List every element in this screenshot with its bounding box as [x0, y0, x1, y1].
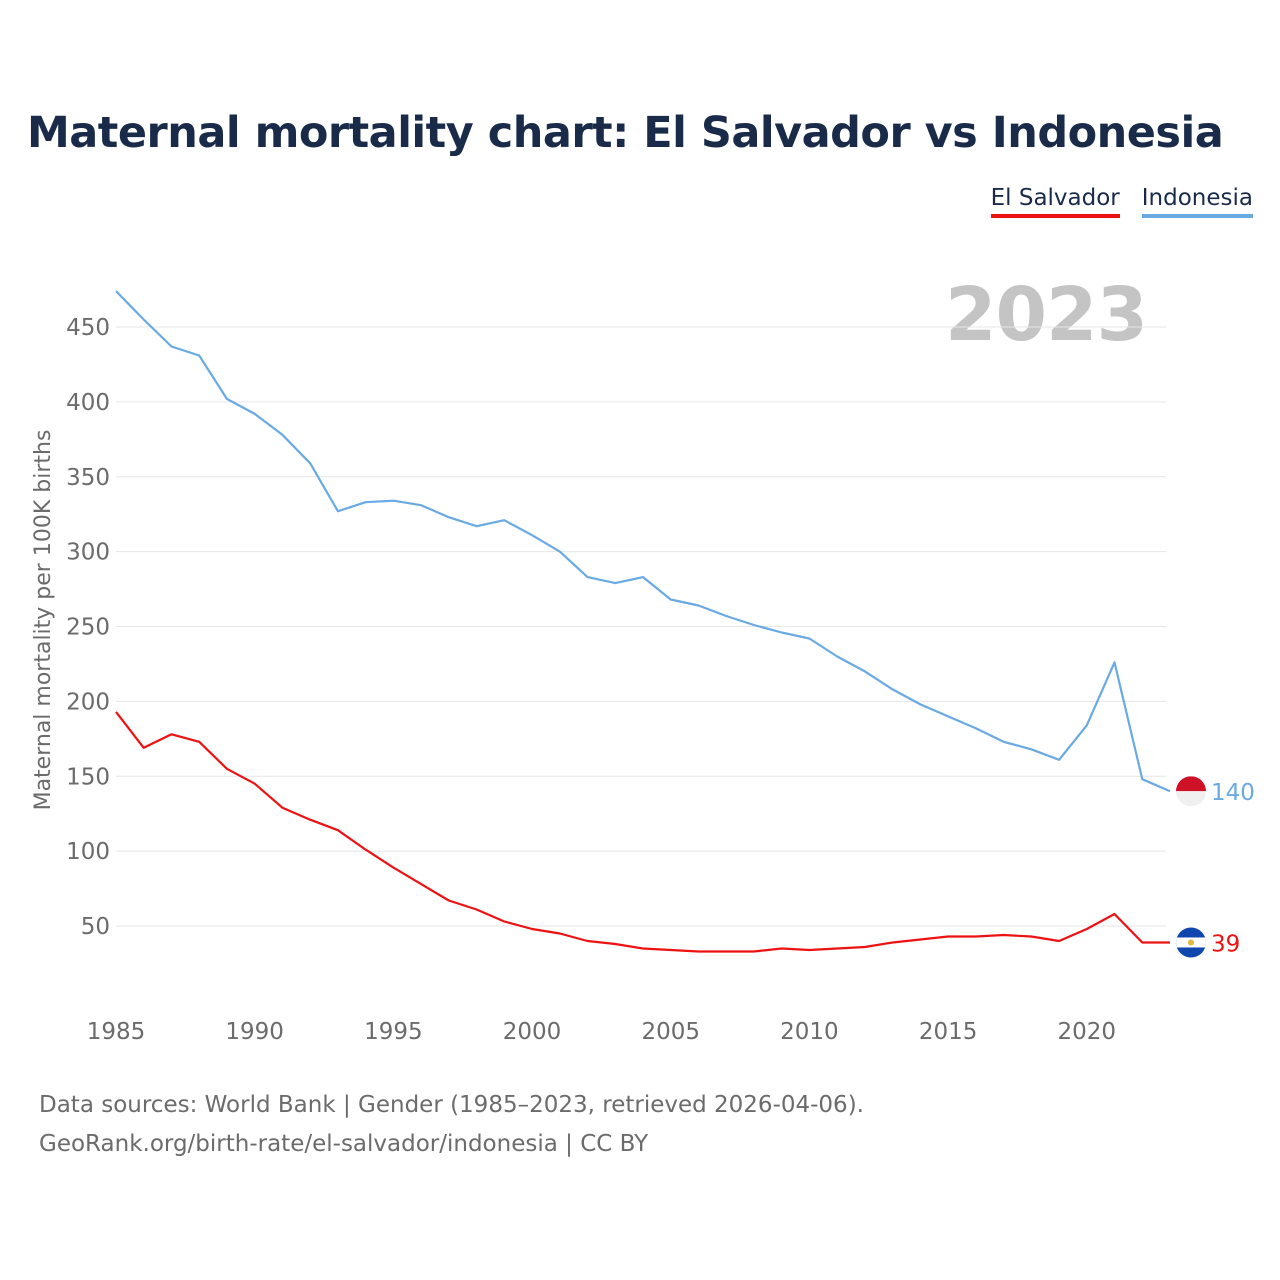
series-line-el-salvador[interactable]	[115, 711, 1170, 953]
el-salvador-flag-icon	[1176, 927, 1206, 958]
end-value-label: 140	[1211, 780, 1255, 806]
series-end-markers: 39 140	[1176, 776, 1255, 958]
legend: El Salvador Indonesia	[990, 184, 1253, 218]
chart-title: Maternal mortality chart: El Salvador vs…	[27, 108, 1224, 158]
x-tick-label: 2020	[1058, 1019, 1117, 1045]
data-source-text: Data sources: World Bank | Gender (1985–…	[39, 1092, 864, 1118]
y-axis-ticks: 50 100 150 200 250 300 350 400 450	[66, 315, 110, 940]
legend-item-el-salvador[interactable]: El Salvador	[990, 184, 1120, 218]
end-value-label: 39	[1211, 931, 1240, 957]
series-line-indonesia[interactable]	[115, 290, 1171, 793]
x-tick-label: 2010	[780, 1019, 839, 1045]
y-tick-label: 50	[81, 914, 110, 940]
indonesia-flag-icon	[1176, 776, 1206, 807]
y-tick-label: 350	[66, 465, 110, 491]
y-axis-label: Maternal mortality per 100K births	[31, 430, 56, 811]
x-axis-ticks: 1985 1990 1995 2000 2005 2010 2015 2020	[87, 1019, 1116, 1045]
y-tick-label: 150	[66, 764, 110, 790]
legend-item-indonesia[interactable]: Indonesia	[1141, 184, 1253, 218]
x-tick-label: 2015	[919, 1019, 978, 1045]
footer: Data sources: World Bank | Gender (1985–…	[39, 1086, 864, 1164]
source-url-text[interactable]: GeoRank.org/birth-rate/el-salvador/indon…	[39, 1131, 649, 1157]
y-tick-label: 200	[66, 689, 110, 715]
x-tick-label: 1990	[225, 1019, 284, 1045]
x-tick-label: 2000	[503, 1019, 562, 1045]
x-tick-label: 1995	[364, 1019, 423, 1045]
y-tick-label: 400	[66, 390, 110, 416]
x-tick-label: 2005	[641, 1019, 700, 1045]
y-tick-label: 100	[66, 839, 110, 865]
year-watermark: 2023	[945, 272, 1148, 358]
y-tick-label: 450	[66, 315, 110, 341]
gridlines	[116, 326, 1166, 927]
series-lines	[115, 290, 1171, 953]
y-tick-label: 250	[66, 615, 110, 641]
x-tick-label: 1985	[87, 1019, 146, 1045]
y-tick-label: 300	[66, 540, 110, 566]
